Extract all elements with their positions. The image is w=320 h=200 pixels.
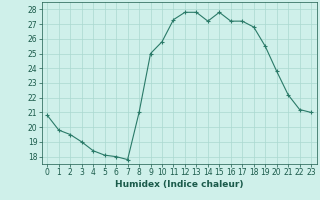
X-axis label: Humidex (Indice chaleur): Humidex (Indice chaleur)	[115, 180, 244, 189]
